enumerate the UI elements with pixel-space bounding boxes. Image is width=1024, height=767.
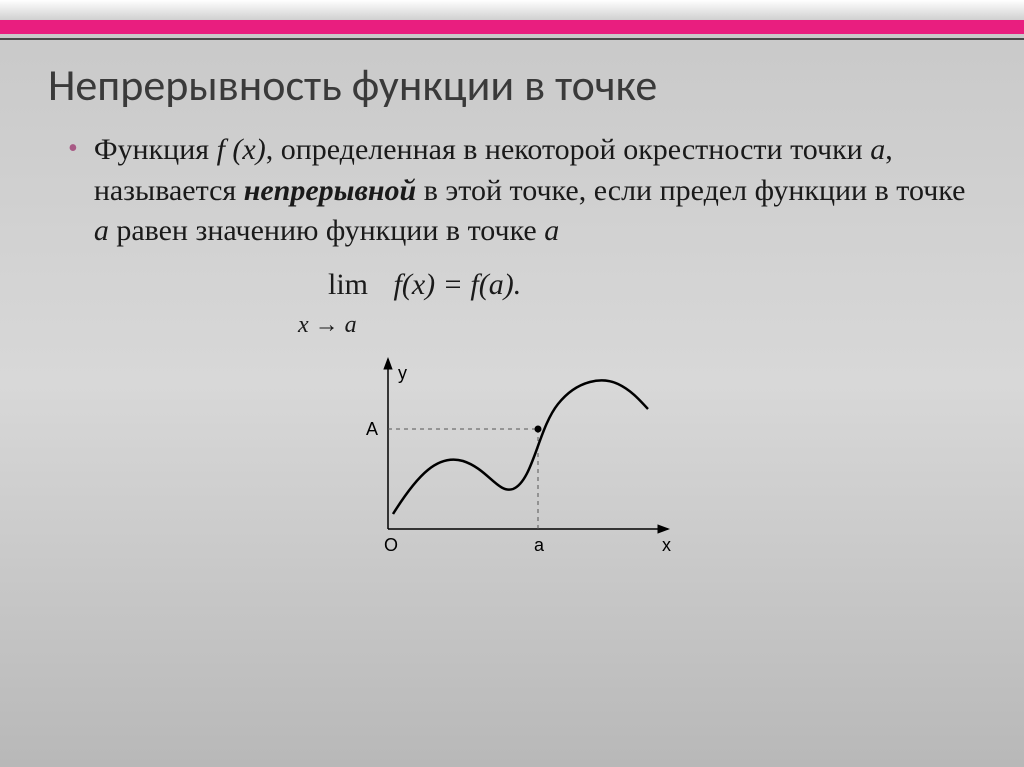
formula-lim: lim xyxy=(328,268,368,301)
x-axis-arrow xyxy=(658,524,671,533)
label-O: O xyxy=(384,535,398,556)
y-axis-arrow xyxy=(383,357,392,370)
text-fx: f (x) xyxy=(217,133,266,166)
accent-bar xyxy=(0,20,1024,34)
function-curve xyxy=(393,380,648,513)
top-bar xyxy=(0,0,1024,20)
point-a-marker xyxy=(535,425,542,432)
bullet-item: • Функция f (x), определенная в некоторо… xyxy=(48,130,976,252)
text-a2: a xyxy=(94,214,109,247)
text-p4: в этой точке, если предел функции в точк… xyxy=(416,174,965,207)
formula-expr: f(x) = f(a). xyxy=(394,268,522,301)
label-A: A xyxy=(366,419,378,440)
continuity-graph: y A O a x xyxy=(348,349,688,569)
bullet-dot: • xyxy=(68,130,78,168)
limit-formula: lim f(x) = f(a). xyxy=(328,268,976,302)
page-title: Непрерывность функции в точке xyxy=(48,58,976,112)
label-y: y xyxy=(398,363,407,384)
text-p5: равен значению функции в точке xyxy=(109,214,544,247)
slide-content: Непрерывность функции в точке • Функция … xyxy=(0,40,1024,569)
label-x: x xyxy=(662,535,671,556)
label-a: a xyxy=(534,535,544,556)
text-a1: a xyxy=(870,133,885,166)
text-p2: , определенная в некоторой окрестности т… xyxy=(266,133,871,166)
limit-subscript: x → a xyxy=(298,312,976,339)
text-a3: a xyxy=(544,214,559,247)
text-cont: непрерывной xyxy=(244,174,417,207)
definition-text: Функция f (x), определенная в некоторой … xyxy=(94,130,976,252)
text-p1: Функция xyxy=(94,133,217,166)
